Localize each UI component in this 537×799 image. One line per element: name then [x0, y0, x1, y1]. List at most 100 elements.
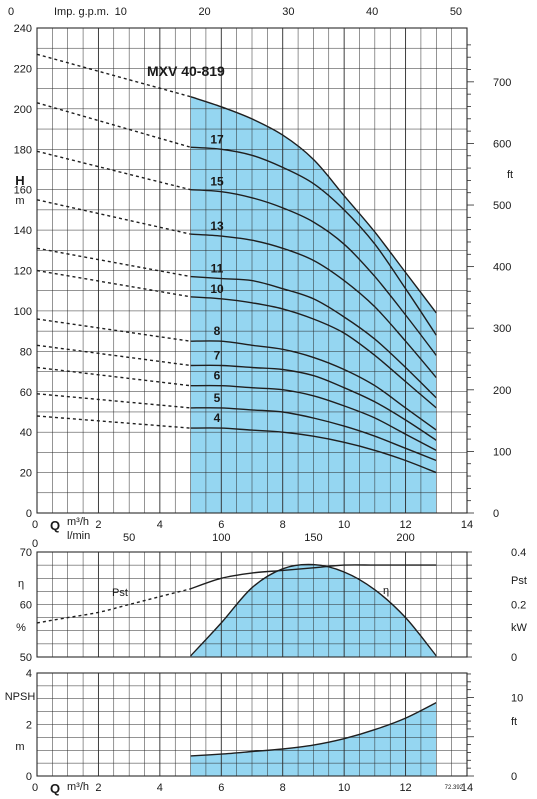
- stage-4-extrapolation: [36, 415, 191, 429]
- stage-15-extrapolation: [36, 150, 191, 191]
- head-tick-label: 60: [20, 387, 32, 399]
- npsh-tick-label: 2: [26, 720, 32, 732]
- efficiency-tick-label: 60: [20, 600, 32, 612]
- npsh-flow-tick-label: 0: [32, 782, 38, 794]
- stage-4-curve: [190, 427, 437, 474]
- flow-tick-label: 4: [157, 519, 163, 531]
- npsh-flow-tick-label: 4: [157, 782, 163, 794]
- ft-tick-label: 700: [493, 77, 511, 89]
- lmin-tick-label: 150: [304, 532, 322, 544]
- stage-7-extrapolation: [36, 344, 191, 367]
- npsh-flow-tick-label: 10: [338, 782, 350, 794]
- npsh-flow-tick-label: 2: [95, 782, 101, 794]
- ft-tick-label: 500: [493, 200, 511, 212]
- stage-17-extrapolation: [36, 102, 191, 148]
- npsh-flow-tick-label: 8: [280, 782, 286, 794]
- npsh-flow-unit-label: m³/h: [67, 781, 89, 793]
- lmin-tick-label: 0: [32, 538, 38, 550]
- npsh-tick-label: 0: [26, 771, 32, 783]
- npsh-axis-label: NPSH: [5, 691, 36, 703]
- flow-tick-label: 12: [399, 519, 411, 531]
- flow-tick-label: 14: [461, 519, 473, 531]
- stage-label-11: 11: [211, 262, 224, 276]
- ft-tick-label: 200: [493, 385, 511, 397]
- stage-13-curve: [190, 233, 437, 379]
- head-axis-label: H: [15, 173, 24, 188]
- lmin-tick-label: 100: [212, 532, 230, 544]
- head-unit-label: m: [15, 195, 24, 207]
- npsh-flow-tick-label: 14: [461, 782, 473, 794]
- stage-label-4: 4: [214, 411, 221, 425]
- head-tick-label: 240: [14, 23, 32, 35]
- stage-10-extrapolation: [36, 269, 191, 298]
- stage-11-extrapolation: [36, 247, 191, 278]
- stage-label-7: 7: [214, 348, 221, 362]
- efficiency-unit-label: %: [16, 622, 26, 634]
- lmin-tick-label: 50: [123, 532, 135, 544]
- head-tick-label: 40: [20, 427, 32, 439]
- head-tick-label: 200: [14, 104, 32, 116]
- stage-19-extrapolation: [36, 53, 191, 98]
- text-layer: 0 Imp. g.p.m. 10 20 30 40 50020406080100120140…: [5, 6, 528, 796]
- flow-tick-label: 2: [95, 519, 101, 531]
- ft-tick-label: 400: [493, 262, 511, 274]
- pst-curve-dashed: [36, 588, 191, 624]
- flow-tick-label: 10: [338, 519, 350, 531]
- efficiency-tick-label: 50: [20, 652, 32, 664]
- stage-17-curve: [190, 146, 437, 336]
- ft-tick-label: 600: [493, 138, 511, 150]
- npsh-unit-label: m: [15, 741, 24, 753]
- stage-label-17: 17: [210, 132, 224, 146]
- npsh-flow-tick-label: 6: [218, 782, 224, 794]
- efficiency-curve: [190, 563, 437, 657]
- npsh-ft-tick-label: 10: [511, 693, 523, 705]
- npsh-panel-frame: [36, 672, 468, 777]
- flow-tick-label: 0: [32, 519, 38, 531]
- head-tick-label: 20: [20, 468, 32, 480]
- ft-tick-label: 0: [493, 508, 499, 520]
- model-title: MXV 40-819: [147, 63, 225, 79]
- gpm-tick-label: 50: [450, 6, 462, 18]
- flow-unit2-label: l/min: [67, 530, 90, 542]
- npsh-ft-tick-label: 0: [511, 771, 517, 783]
- gpm-tick-label: 0: [8, 6, 14, 18]
- stage-label-5: 5: [214, 391, 221, 405]
- npsh-ft-unit-label: ft: [511, 716, 517, 728]
- stage-label-10: 10: [210, 282, 224, 296]
- kw-tick-label: 0.2: [511, 600, 526, 612]
- stage-8-curve: [190, 340, 437, 431]
- stage-label-13: 13: [210, 219, 224, 233]
- stage-13-extrapolation: [36, 199, 191, 235]
- stage-8-extrapolation: [36, 318, 191, 342]
- stage-6-curve: [190, 384, 437, 452]
- ft-tick-label: 100: [493, 446, 511, 458]
- lmin-tick-label: 200: [396, 532, 414, 544]
- stage-label-8: 8: [214, 324, 221, 338]
- head-tick-label: 0: [26, 508, 32, 520]
- npsh-tick-label: 4: [26, 668, 32, 680]
- figure-code: 72.392: [445, 785, 464, 791]
- head-tick-label: 220: [14, 63, 32, 75]
- ft-unit-label: ft: [507, 169, 513, 181]
- efficiency-axis-label: η: [18, 578, 24, 590]
- head-tick-label: 140: [14, 225, 32, 237]
- efficiency-curve-label: η: [383, 585, 389, 597]
- head-tick-label: 100: [14, 306, 32, 318]
- kw-tick-label: 0: [511, 652, 517, 664]
- stage-19-curve: [190, 96, 437, 314]
- gpm-tick-label: 30: [282, 6, 294, 18]
- pst-axis-label: Pst: [511, 575, 527, 587]
- npsh-curve: [190, 701, 437, 757]
- gpm-tick-label: 40: [366, 6, 378, 18]
- ft-tick-label: 300: [493, 323, 511, 335]
- kw-unit-label: kW: [511, 622, 528, 634]
- stage-5-curve: [190, 407, 437, 462]
- head-tick-label: 180: [14, 144, 32, 156]
- stage-7-curve: [190, 364, 437, 441]
- stage-11-curve: [190, 275, 437, 399]
- stage-15-curve: [190, 189, 437, 356]
- stage-label-6: 6: [214, 369, 221, 383]
- stage-label-15: 15: [210, 175, 224, 189]
- flow-axis-label: Q: [50, 518, 60, 533]
